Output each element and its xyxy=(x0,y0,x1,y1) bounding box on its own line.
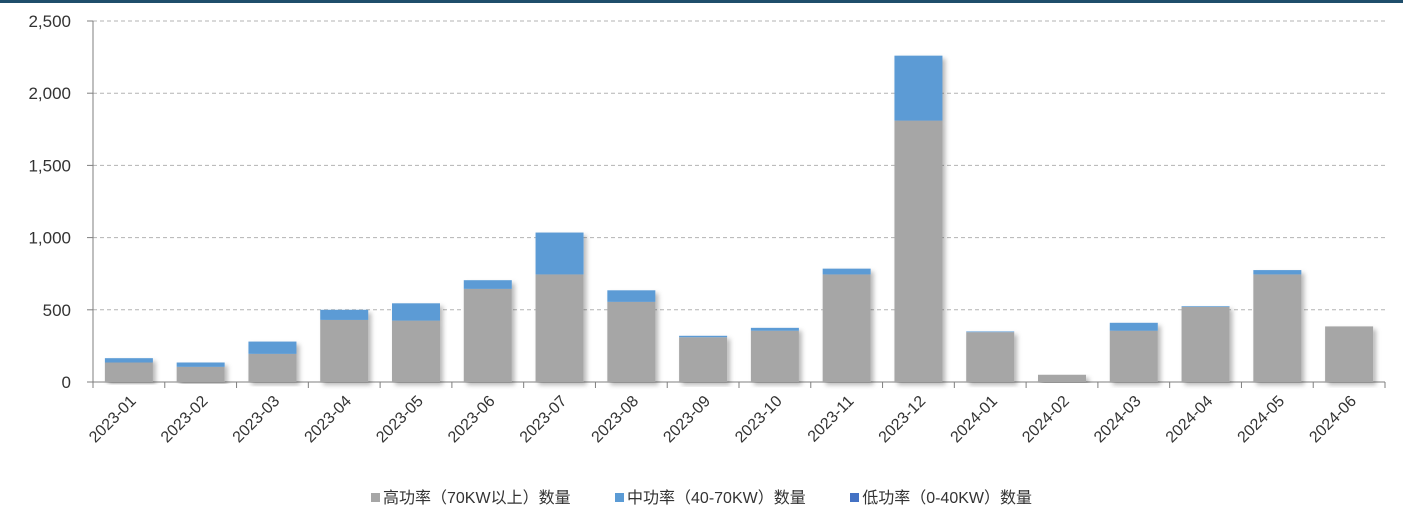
bar-segment-2023-07-series-0 xyxy=(535,274,584,382)
axes xyxy=(87,20,1386,388)
legend-label-low-power: 低功率（0-40KW）数量 xyxy=(862,490,1032,507)
bar-segment-2024-01-series-0 xyxy=(966,332,1015,382)
bar-group-2023-11 xyxy=(822,268,871,382)
bar-segment-2023-03-series-1 xyxy=(248,341,297,354)
bar-segment-2023-12-series-1 xyxy=(894,55,943,121)
x-tick-label: 2023-05 xyxy=(373,393,427,447)
x-tick-label: 2023-10 xyxy=(732,393,786,447)
bar-segment-2024-01-series-1 xyxy=(966,331,1015,333)
y-axis-tick-labels: 0 500 1,000 1,500 2,000 2,500 xyxy=(28,12,71,392)
x-tick-label: 2023-09 xyxy=(660,393,714,447)
legend-swatch-high-power xyxy=(371,493,380,502)
x-tick-label: 2024-01 xyxy=(948,393,1002,447)
bar-group-2023-05 xyxy=(392,303,440,382)
bar-group-2024-01 xyxy=(966,331,1015,382)
bar-segment-2023-10-series-0 xyxy=(750,330,799,382)
x-tick-label: 2024-02 xyxy=(1019,393,1073,447)
bar-group-2023-09 xyxy=(679,335,728,382)
legend-item-low-power: 低功率（0-40KW）数量 xyxy=(850,484,1032,508)
bar-group-2023-07 xyxy=(535,232,584,382)
bar-segment-2023-08-series-0 xyxy=(607,301,656,382)
bar-segment-2024-05-series-0 xyxy=(1253,274,1302,382)
bar-group-2024-04 xyxy=(1181,306,1230,382)
bar-group-2023-12 xyxy=(894,55,943,383)
y-tick-label: 2,500 xyxy=(28,12,71,31)
bar-group-2024-05 xyxy=(1253,270,1302,382)
bar-group-2024-02 xyxy=(1038,374,1086,382)
x-tick-label: 2023-12 xyxy=(876,393,930,447)
legend-label-high-power: 高功率（70KW以上）数量 xyxy=(383,490,571,507)
legend-item-high-power: 高功率（70KW以上）数量 xyxy=(371,484,571,508)
bar-segment-2023-04-series-1 xyxy=(320,309,369,320)
bar-group-2023-02 xyxy=(176,362,225,382)
bars xyxy=(104,55,1374,383)
bar-segment-2023-01-series-1 xyxy=(104,358,153,363)
bar-segment-2024-03-series-1 xyxy=(1109,322,1158,331)
bar-segment-2023-12-series-0 xyxy=(894,120,943,383)
bar-segment-2023-09-series-1 xyxy=(679,335,728,338)
bar-segment-2023-06-series-1 xyxy=(463,280,512,289)
y-tick-label: 2,000 xyxy=(28,84,71,103)
legend-label-mid-power: 中功率（40-70KW）数量 xyxy=(627,490,806,507)
x-tick-label: 2024-04 xyxy=(1163,393,1217,447)
bar-segment-2023-07-series-1 xyxy=(535,232,584,275)
bar-segment-2023-08-series-1 xyxy=(607,290,656,302)
y-tick-label: 1,000 xyxy=(28,229,71,248)
y-tick-label: 1,500 xyxy=(28,156,71,175)
x-tick-label: 2023-04 xyxy=(302,393,356,447)
bar-segment-2024-04-series-0 xyxy=(1181,306,1230,382)
bar-segment-2023-05-series-1 xyxy=(392,303,440,321)
bar-group-2023-08 xyxy=(607,290,656,382)
x-axis-tick-labels: 2023-01 2023-02 2023-03 2023-04 2023-05 2023-… xyxy=(86,393,1360,447)
bar-segment-2023-05-series-0 xyxy=(392,320,440,382)
bar-segment-2023-04-series-0 xyxy=(320,319,369,382)
top-border xyxy=(0,0,1403,3)
bar-segment-2023-02-series-0 xyxy=(176,366,225,382)
legend: 高功率（70KW以上）数量 中功率（40-70KW）数量 低功率（0-40KW）… xyxy=(0,484,1403,508)
bar-segment-2024-06-series-0 xyxy=(1325,326,1374,382)
x-tick-label: 2023-03 xyxy=(230,393,284,447)
x-tick-label: 2023-07 xyxy=(517,393,571,447)
x-tick-label: 2024-06 xyxy=(1306,393,1360,447)
bar-segment-2024-04-series-1 xyxy=(1181,306,1230,307)
bar-segment-2023-09-series-0 xyxy=(679,337,728,382)
bar-segment-2024-05-series-1 xyxy=(1253,270,1302,275)
bar-group-2023-03 xyxy=(248,341,297,382)
x-tick-label: 2023-11 xyxy=(805,393,858,446)
x-tick-label: 2023-02 xyxy=(158,393,212,447)
bar-segment-2023-10-series-1 xyxy=(750,327,799,331)
legend-item-mid-power: 中功率（40-70KW）数量 xyxy=(615,484,806,508)
y-tick-label: 500 xyxy=(43,301,71,320)
bar-group-2023-01 xyxy=(104,358,153,382)
bar-segment-2023-02-series-1 xyxy=(176,362,225,367)
x-tick-label: 2024-03 xyxy=(1091,393,1145,447)
bar-group-2024-03 xyxy=(1109,322,1158,382)
x-tick-label: 2023-08 xyxy=(589,393,643,447)
x-tick-label: 2023-01 xyxy=(86,393,140,447)
bar-group-2023-06 xyxy=(463,280,512,382)
bar-group-2023-04 xyxy=(320,309,369,382)
bar-segment-2023-06-series-0 xyxy=(463,288,512,382)
bar-group-2023-10 xyxy=(750,327,799,382)
bar-segment-2023-11-series-0 xyxy=(822,274,871,382)
legend-swatch-low-power xyxy=(850,493,860,502)
bar-segment-2024-03-series-0 xyxy=(1109,330,1158,382)
x-tick-label: 2023-06 xyxy=(445,393,499,447)
bar-segment-2023-01-series-0 xyxy=(104,362,153,382)
gridlines xyxy=(93,20,1385,311)
legend-swatch-mid-power xyxy=(615,493,625,502)
bar-segment-2023-11-series-1 xyxy=(822,268,871,275)
bar-segment-2023-03-series-0 xyxy=(248,353,297,382)
y-tick-label: 0 xyxy=(62,373,71,392)
bar-group-2024-06 xyxy=(1325,326,1374,382)
x-tick-label: 2024-05 xyxy=(1235,393,1289,447)
bar-segment-2024-02-series-0 xyxy=(1038,374,1086,382)
